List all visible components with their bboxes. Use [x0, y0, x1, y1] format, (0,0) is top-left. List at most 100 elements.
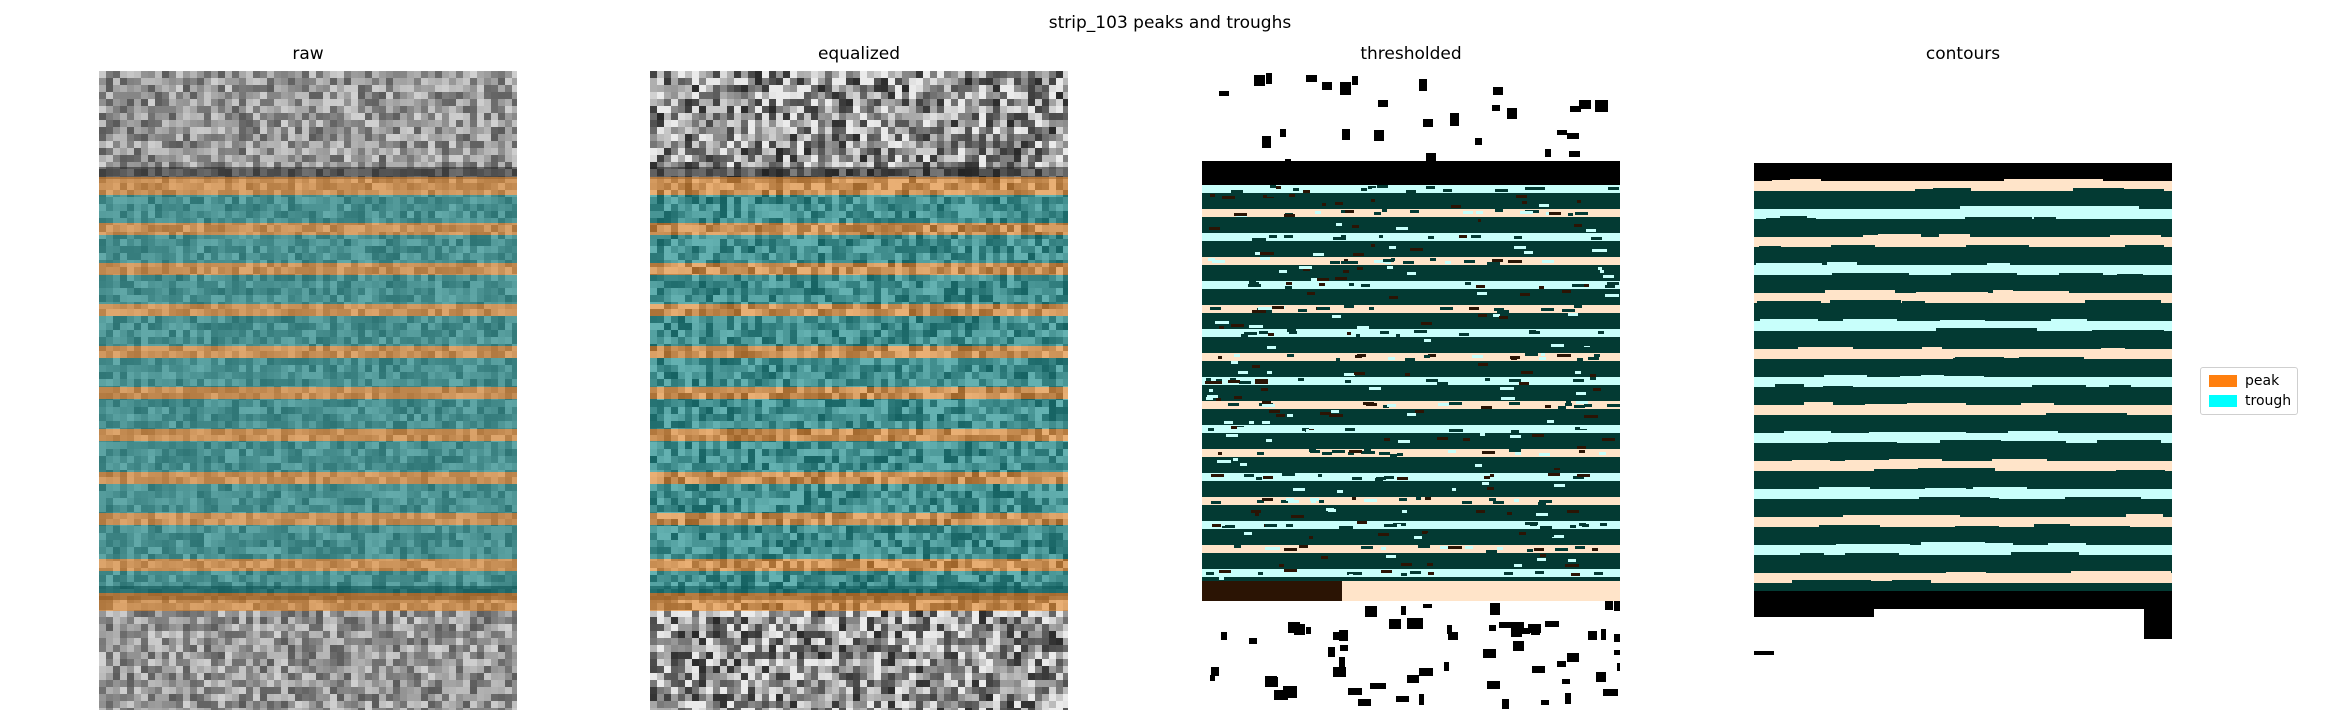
texture-cell	[435, 617, 442, 624]
texture-cell	[141, 631, 148, 638]
texture-cell	[498, 638, 505, 645]
texture-cell	[239, 155, 246, 162]
texture-cell	[302, 134, 309, 141]
texture-cell	[99, 113, 106, 120]
texture-cell	[442, 148, 449, 155]
texture-cell	[134, 71, 141, 78]
texture-cell	[190, 631, 197, 638]
texture-cell	[309, 148, 316, 155]
texture-cell	[197, 106, 204, 113]
texture-cell	[477, 134, 484, 141]
texture-cell	[316, 99, 323, 106]
texture-cell	[512, 106, 517, 113]
texture-cell	[393, 85, 400, 92]
texture-cell	[148, 134, 155, 141]
texture-cell	[274, 631, 281, 638]
texture-cell	[225, 120, 232, 127]
texture-cell	[351, 148, 358, 155]
texture-cell	[316, 624, 323, 631]
texture-cell	[99, 652, 106, 659]
texture-cell	[393, 141, 400, 148]
texture-cell	[372, 638, 379, 645]
texture-cell	[442, 127, 449, 134]
texture-cell	[218, 645, 225, 652]
texture-cell	[225, 155, 232, 162]
texture-cell	[505, 638, 512, 645]
texture-cell	[106, 78, 113, 85]
texture-cell	[162, 645, 169, 652]
texture-cell	[169, 148, 176, 155]
texture-cell	[358, 645, 365, 652]
texture-cell	[491, 162, 498, 169]
panel-title-thresholded: thresholded	[1360, 44, 1462, 64]
texture-cell	[204, 162, 211, 169]
texture-cell	[169, 610, 176, 617]
texture-cell	[274, 106, 281, 113]
texture-cell	[127, 617, 134, 624]
texture-cell	[246, 106, 253, 113]
texture-cell	[372, 113, 379, 120]
texture-cell	[316, 638, 323, 645]
texture-cell	[309, 141, 316, 148]
texture-cell	[316, 120, 323, 127]
texture-cell	[323, 78, 330, 85]
texture-cell	[246, 78, 253, 85]
texture-cell	[267, 155, 274, 162]
texture-cell	[316, 610, 323, 617]
texture-cell	[218, 127, 225, 134]
texture-cell	[225, 92, 232, 99]
texture-cell	[442, 624, 449, 631]
texture-cell	[414, 638, 421, 645]
texture-cell	[505, 92, 512, 99]
texture-cell	[127, 85, 134, 92]
texture-cell	[120, 610, 127, 617]
texture-cell	[176, 162, 183, 169]
texture-cell	[232, 92, 239, 99]
texture-cell	[141, 617, 148, 624]
texture-cell	[505, 134, 512, 141]
texture-cell	[477, 645, 484, 652]
texture-cell	[330, 71, 337, 78]
texture-cell	[253, 610, 260, 617]
texture-cell	[456, 127, 463, 134]
texture-cell	[428, 85, 435, 92]
texture-cell	[113, 141, 120, 148]
texture-cell	[99, 155, 106, 162]
texture-cell	[400, 78, 407, 85]
texture-cell	[281, 610, 288, 617]
texture-cell	[316, 106, 323, 113]
texture-cell	[148, 610, 155, 617]
texture-cell	[190, 134, 197, 141]
texture-cell	[456, 71, 463, 78]
texture-cell	[127, 645, 134, 652]
texture-cell	[365, 106, 372, 113]
texture-cell	[344, 610, 351, 617]
texture-cell	[491, 71, 498, 78]
texture-cell	[169, 85, 176, 92]
texture-cell	[449, 85, 456, 92]
texture-cell	[302, 610, 309, 617]
texture-cell	[435, 141, 442, 148]
texture-cell	[127, 127, 134, 134]
texture-cell	[400, 85, 407, 92]
texture-cell	[512, 127, 517, 134]
texture-cell	[428, 645, 435, 652]
texture-cell	[204, 148, 211, 155]
texture-cell	[141, 624, 148, 631]
texture-cell	[183, 148, 190, 155]
texture-cell	[442, 617, 449, 624]
texture-cell	[498, 99, 505, 106]
texture-cell	[470, 106, 477, 113]
texture-cell	[246, 638, 253, 645]
texture-cell	[414, 120, 421, 127]
texture-cell	[155, 99, 162, 106]
texture-cell	[365, 92, 372, 99]
texture-cell	[288, 113, 295, 120]
texture-cell	[225, 631, 232, 638]
texture-cell	[379, 120, 386, 127]
texture-cell	[344, 71, 351, 78]
texture-cell	[134, 127, 141, 134]
texture-cell	[365, 78, 372, 85]
texture-cell	[400, 638, 407, 645]
texture-cell	[505, 106, 512, 113]
